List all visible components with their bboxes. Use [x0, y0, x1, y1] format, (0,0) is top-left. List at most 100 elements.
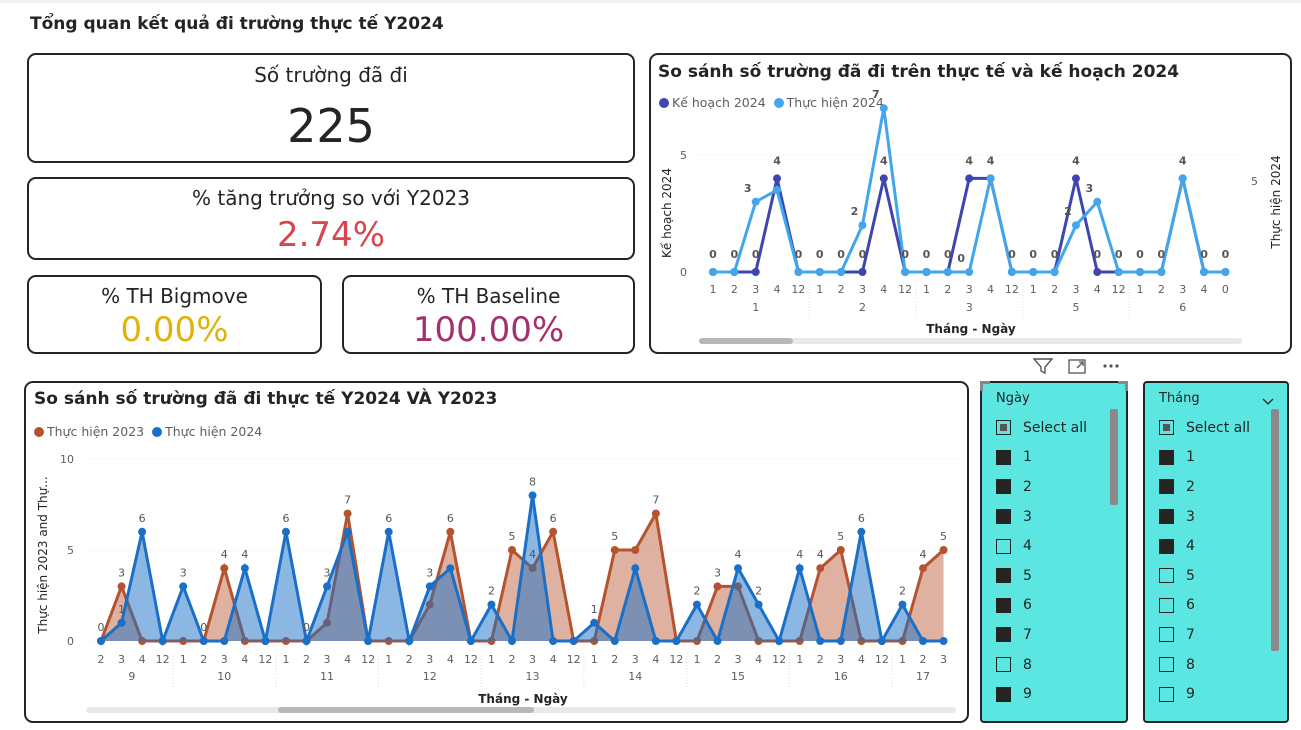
checkbox[interactable]	[996, 627, 1011, 643]
slicer-month-scrollbar[interactable]	[1271, 409, 1279, 651]
slicer-month-select-all[interactable]: Select all	[1159, 413, 1267, 443]
slicer-day-title: Ngày	[996, 391, 1030, 406]
slicer-month-item-5[interactable]: 5	[1159, 561, 1267, 591]
resize-handle[interactable]	[1118, 381, 1128, 391]
slicer-item-label: Select all	[1186, 419, 1250, 436]
kpi-card-schools[interactable]: Số trường đã đi 225	[27, 53, 635, 163]
data-label-2023: 7	[344, 494, 351, 507]
checkbox[interactable]	[1159, 686, 1174, 702]
legend-plan[interactable]: Kế hoạch 2024	[659, 95, 766, 110]
filter-icon[interactable]	[1032, 356, 1054, 376]
chart-bottom-legend[interactable]: Thực hiện 2023 Thực hiện 2024	[34, 424, 270, 439]
series-2024-point	[610, 637, 619, 645]
checkbox[interactable]	[996, 449, 1011, 465]
data-label-actual: 3	[1085, 182, 1093, 195]
slicer-month[interactable]: Tháng Select all 1 2 3 4 5 6 7 8 9	[1143, 381, 1289, 723]
checkbox[interactable]	[996, 597, 1011, 613]
checkbox[interactable]	[1159, 657, 1174, 673]
kpi-schools-value: 225	[287, 99, 375, 153]
slicer-day[interactable]: Ngày Select all 1 2 3 4 5 6 7 8 9	[980, 381, 1128, 723]
chart-plan-vs-actual[interactable]: So sánh số trường đã đi trên thực tế và …	[649, 53, 1292, 354]
resize-handle[interactable]	[980, 381, 990, 391]
legend-actual[interactable]: Thực hiện 2024	[773, 95, 884, 110]
data-label-plan: 0	[709, 248, 717, 261]
slicer-month-item-2[interactable]: 2	[1159, 472, 1267, 502]
x-tick-day: 2	[714, 653, 721, 666]
x-tick-month: 16	[834, 670, 848, 683]
legend-plan-label: Kế hoạch 2024	[672, 95, 766, 110]
checkbox[interactable]	[1159, 538, 1174, 554]
more-options-icon[interactable]	[1100, 356, 1122, 376]
slicer-month-item-8[interactable]: 8	[1159, 650, 1267, 680]
series-2024-point	[302, 637, 311, 645]
chart-bottom-scrollbar[interactable]	[86, 707, 956, 713]
slicer-day-item-6[interactable]: 6	[996, 591, 1106, 621]
slicer-month-item-3[interactable]: 3	[1159, 502, 1267, 532]
checkbox[interactable]	[996, 568, 1011, 584]
legend-2023[interactable]: Thực hiện 2023	[34, 424, 144, 439]
kpi-card-bigmove[interactable]: % TH Bigmove 0.00%	[27, 275, 322, 354]
checkbox[interactable]	[1159, 509, 1174, 525]
x-tick-day: 3	[118, 653, 125, 666]
slicer-day-item-2[interactable]: 2	[996, 472, 1106, 502]
slicer-day-scrollbar[interactable]	[1110, 409, 1118, 505]
kpi-card-baseline[interactable]: % TH Baseline 100.00%	[342, 275, 635, 354]
focus-mode-icon[interactable]	[1066, 356, 1088, 376]
series-2024-point	[138, 527, 147, 536]
y-tick: 10	[60, 453, 74, 466]
checkbox[interactable]	[1159, 479, 1174, 495]
x-tick-day: 4	[858, 653, 865, 666]
series-2024-point	[261, 637, 270, 645]
checkbox[interactable]	[996, 479, 1011, 495]
checkbox[interactable]	[996, 509, 1011, 525]
series-2023-point	[610, 546, 619, 554]
series-actual-point	[751, 197, 760, 206]
checkbox[interactable]	[996, 420, 1011, 436]
slicer-day-item-3[interactable]: 3	[996, 502, 1106, 532]
chart-2024-vs-2023[interactable]: So sánh số trường đã đi thực tế Y2024 VÀ…	[24, 381, 969, 723]
slicer-month-item-7[interactable]: 7	[1159, 620, 1267, 650]
slicer-day-item-1[interactable]: 1	[996, 443, 1106, 473]
series-2024-point	[919, 637, 927, 645]
chevron-down-icon[interactable]	[1261, 391, 1275, 410]
checkbox[interactable]	[996, 686, 1011, 702]
x-tick-day: 2	[838, 283, 845, 296]
checkbox[interactable]	[1159, 597, 1174, 613]
slicer-day-item-5[interactable]: 5	[996, 561, 1106, 591]
slicer-day-item-7[interactable]: 7	[996, 620, 1106, 650]
slicer-day-item-9[interactable]: 9	[996, 679, 1106, 709]
checkbox[interactable]	[1159, 449, 1174, 465]
kpi-card-growth[interactable]: % tăng trưởng so với Y2023 2.74%	[27, 177, 635, 260]
slicer-item-label: 8	[1186, 656, 1195, 673]
checkbox[interactable]	[996, 657, 1011, 673]
x-tick-day: 2	[1158, 283, 1165, 296]
x-tick-day: 1	[816, 283, 823, 296]
chart-top-scrollbar[interactable]	[699, 338, 1242, 344]
data-label-plan: 0	[1029, 248, 1037, 261]
slicer-month-item-6[interactable]: 6	[1159, 591, 1267, 621]
slicer-day-item-4[interactable]: 4	[996, 531, 1106, 561]
slicer-day-item-8[interactable]: 8	[996, 650, 1106, 680]
slicer-month-item-1[interactable]: 1	[1159, 443, 1267, 473]
legend-2024[interactable]: Thực hiện 2024	[152, 424, 262, 439]
checkbox[interactable]	[1159, 627, 1174, 643]
slicer-month-item-4[interactable]: 4	[1159, 531, 1267, 561]
series-2024-point	[734, 564, 743, 573]
slicer-month-item-9[interactable]: 9	[1159, 679, 1267, 709]
x-tick-day: 2	[920, 653, 927, 666]
chart-top-scroll-thumb[interactable]	[699, 338, 793, 344]
chart-bottom-scroll-thumb[interactable]	[278, 707, 534, 713]
data-label-2024: 3	[180, 566, 187, 579]
data-label-2024: 3	[426, 566, 433, 579]
checkbox[interactable]	[1159, 568, 1174, 584]
legend-2024-label: Thực hiện 2024	[165, 424, 263, 439]
series-plan-point	[751, 268, 760, 276]
series-2024-point	[795, 564, 804, 573]
chart-top-legend[interactable]: Kế hoạch 2024 Thực hiện 2024	[659, 95, 892, 110]
checkbox[interactable]	[1159, 420, 1174, 436]
x-tick-day: 12	[361, 653, 375, 666]
x-tick-day: 3	[940, 653, 947, 666]
slicer-day-select-all[interactable]: Select all	[996, 413, 1106, 443]
checkbox[interactable]	[996, 538, 1011, 554]
x-tick-day: 4	[652, 653, 659, 666]
